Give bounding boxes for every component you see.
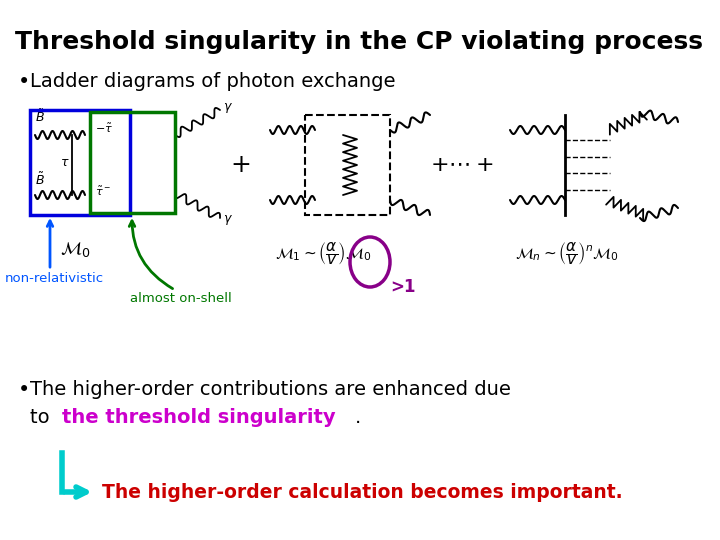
Text: the threshold singularity: the threshold singularity	[62, 408, 336, 427]
Text: $\mathcal{M}_0$: $\mathcal{M}_0$	[60, 240, 91, 259]
Text: $+\cdots+$: $+\cdots+$	[431, 155, 494, 175]
Text: non-relativistic: non-relativistic	[5, 272, 104, 285]
Text: >1: >1	[390, 278, 415, 296]
Text: $-\tilde{\tau}$: $-\tilde{\tau}$	[95, 122, 113, 135]
Text: $\gamma$: $\gamma$	[223, 101, 233, 115]
Text: $\mathcal{M}_1 \sim \left(\dfrac{\alpha}{v}\right)\mathcal{M}_0$: $\mathcal{M}_1 \sim \left(\dfrac{\alpha}…	[275, 240, 372, 267]
Text: $\mathcal{M}_n \sim \left(\dfrac{\alpha}{v}\right)^n\mathcal{M}_0$: $\mathcal{M}_n \sim \left(\dfrac{\alpha}…	[515, 240, 618, 267]
Text: •: •	[18, 380, 30, 400]
Text: •: •	[18, 72, 30, 92]
Text: Threshold singularity in the CP violating process: Threshold singularity in the CP violatin…	[15, 30, 703, 54]
Text: almost on-shell: almost on-shell	[130, 292, 232, 305]
Text: $\gamma$: $\gamma$	[223, 213, 233, 227]
Text: .: .	[355, 408, 361, 427]
Text: $+$: $+$	[230, 153, 250, 177]
Text: The higher-order contributions are enhanced due: The higher-order contributions are enhan…	[30, 380, 511, 399]
Text: The higher-order calculation becomes important.: The higher-order calculation becomes imp…	[102, 483, 623, 502]
Text: $\tilde{\tau}^-$: $\tilde{\tau}^-$	[95, 185, 111, 198]
Text: $\tau$: $\tau$	[60, 156, 70, 168]
Text: $\tilde{B}$: $\tilde{B}$	[35, 109, 45, 125]
Text: Ladder diagrams of photon exchange: Ladder diagrams of photon exchange	[30, 72, 395, 91]
Text: to: to	[30, 408, 62, 427]
Text: $\tilde{B}$: $\tilde{B}$	[35, 172, 45, 188]
